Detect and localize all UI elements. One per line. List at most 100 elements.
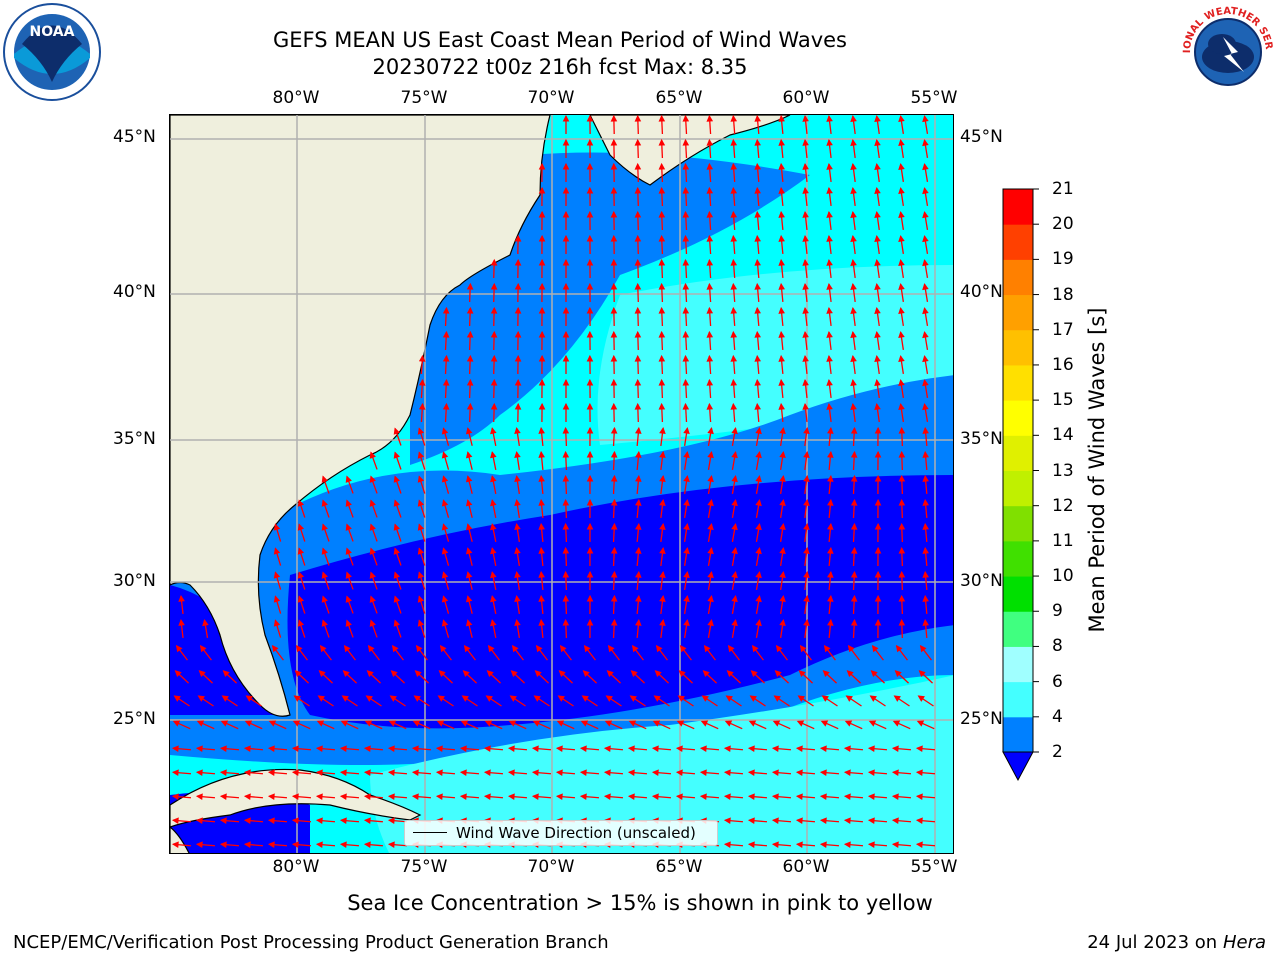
wave-arrow-head <box>507 769 515 776</box>
wave-arrow-head <box>850 474 858 482</box>
wave-arrow-head <box>826 115 833 122</box>
wave-arrow-head <box>365 695 373 702</box>
wave-arrow-head <box>702 670 710 678</box>
wave-arrow-head <box>507 793 515 800</box>
wave-arrow-head <box>586 402 594 410</box>
wave-arrow-head <box>731 571 738 579</box>
wave-arrow-head <box>466 330 474 338</box>
wave-arrow-head <box>634 378 642 386</box>
wave-arrow-head <box>538 498 545 506</box>
wave-arrow-head <box>803 522 810 530</box>
wave-arrow-head <box>755 499 762 507</box>
wave-arrow-head <box>603 745 611 752</box>
wave-arrow-head <box>273 619 281 627</box>
wave-arrow-head <box>369 595 376 603</box>
wave-arrow-head <box>538 378 546 386</box>
wave-arrow-head <box>507 745 515 752</box>
wave-arrow-head <box>418 378 426 386</box>
wave-arrow-head <box>682 115 690 122</box>
wave-arrow-head <box>195 769 203 776</box>
wave-arrow-head <box>610 618 618 626</box>
wave-arrow-head <box>651 745 659 752</box>
wave-arrow-head <box>562 138 570 146</box>
wave-arrow-head <box>490 402 498 410</box>
wave-arrow-head <box>869 695 877 702</box>
wave-arrow-head <box>297 499 305 507</box>
colorbar-tick-label: 2 <box>1052 742 1063 762</box>
wave-arrow-head <box>915 769 923 776</box>
colorbar-tick-label: 19 <box>1052 249 1074 270</box>
wave-arrow-head <box>610 162 618 170</box>
wave-arrow-head <box>221 695 229 702</box>
wave-arrow-head <box>747 841 755 848</box>
wave-arrow-head <box>898 450 906 458</box>
wave-arrow-head <box>586 210 594 218</box>
wave-arrow-head <box>267 745 275 752</box>
wave-arrow-head <box>417 523 425 531</box>
wave-arrow-head <box>898 210 905 219</box>
wave-arrow-head <box>562 426 570 434</box>
wave-arrow-head <box>393 547 400 555</box>
wave-arrow-head <box>678 670 686 678</box>
wave-arrow-head <box>538 522 545 530</box>
wave-arrow-head <box>315 817 323 824</box>
wave-arrow-head <box>634 282 642 290</box>
wave-arrow-head <box>388 720 397 727</box>
wave-arrow-head <box>635 498 642 506</box>
wave-arrow-head <box>658 210 666 218</box>
wave-arrow-head <box>699 745 707 752</box>
wave-arrow-head <box>659 570 666 578</box>
wave-arrow-head <box>779 451 786 459</box>
wave-arrow-head <box>171 769 179 776</box>
wave-arrow-head <box>874 426 882 434</box>
wave-arrow-head <box>730 402 738 410</box>
wave-arrow-head <box>558 670 566 678</box>
wave-arrow-head <box>898 234 905 243</box>
wave-arrow-head <box>438 670 446 678</box>
wave-arrow-head <box>417 475 425 483</box>
wave-arrow-head <box>653 695 661 702</box>
wave-arrow-head <box>219 793 227 800</box>
wave-arrow-head <box>874 162 881 170</box>
wave-arrow-head <box>610 570 618 578</box>
wave-arrow-head <box>435 769 443 776</box>
wave-arrow-head <box>659 594 666 602</box>
wave-arrow-head <box>779 427 786 435</box>
wave-arrow-head <box>706 258 714 266</box>
wave-arrow-head <box>586 306 594 314</box>
wave-arrow-head <box>610 522 618 530</box>
wave-arrow-head <box>898 282 905 291</box>
wave-arrow-head <box>922 307 929 315</box>
wave-arrow-head <box>682 330 690 338</box>
wave-arrow-head <box>342 670 350 678</box>
wave-arrow-head <box>562 258 570 266</box>
wave-arrow-head <box>915 745 923 752</box>
wave-arrow-head <box>562 306 570 314</box>
wave-arrow-head <box>651 769 659 776</box>
wave-arrow-head <box>754 378 761 386</box>
wave-arrow-head <box>586 354 594 362</box>
wave-arrow-head <box>891 769 899 776</box>
lon-label-top: 80°W <box>272 88 320 108</box>
wave-arrow-head <box>754 258 761 266</box>
wave-arrow-head <box>534 670 542 678</box>
wave-arrow-head <box>850 498 858 506</box>
wave-arrow-head <box>827 618 834 626</box>
wave-arrow-head <box>173 695 181 702</box>
wave-arrow-head <box>850 402 857 410</box>
wave-arrow-head <box>321 499 328 507</box>
legend-label: Wind Wave Direction (unscaled) <box>456 824 696 842</box>
wave-arrow-head <box>803 546 810 554</box>
wave-arrow-head <box>850 282 857 290</box>
wave-arrow-head <box>291 769 299 776</box>
wave-arrow-head <box>562 330 570 338</box>
wave-arrow-head <box>850 115 857 122</box>
wave-arrow-head <box>610 210 618 218</box>
wave-arrow-head <box>891 793 899 800</box>
lat-label-right: 35°N <box>960 429 1003 449</box>
wave-arrow-head <box>635 522 642 530</box>
wave-arrow-head <box>538 282 546 290</box>
wave-arrow-head <box>363 793 371 800</box>
wave-arrow-head <box>754 354 761 362</box>
wave-arrow-head <box>222 670 230 678</box>
